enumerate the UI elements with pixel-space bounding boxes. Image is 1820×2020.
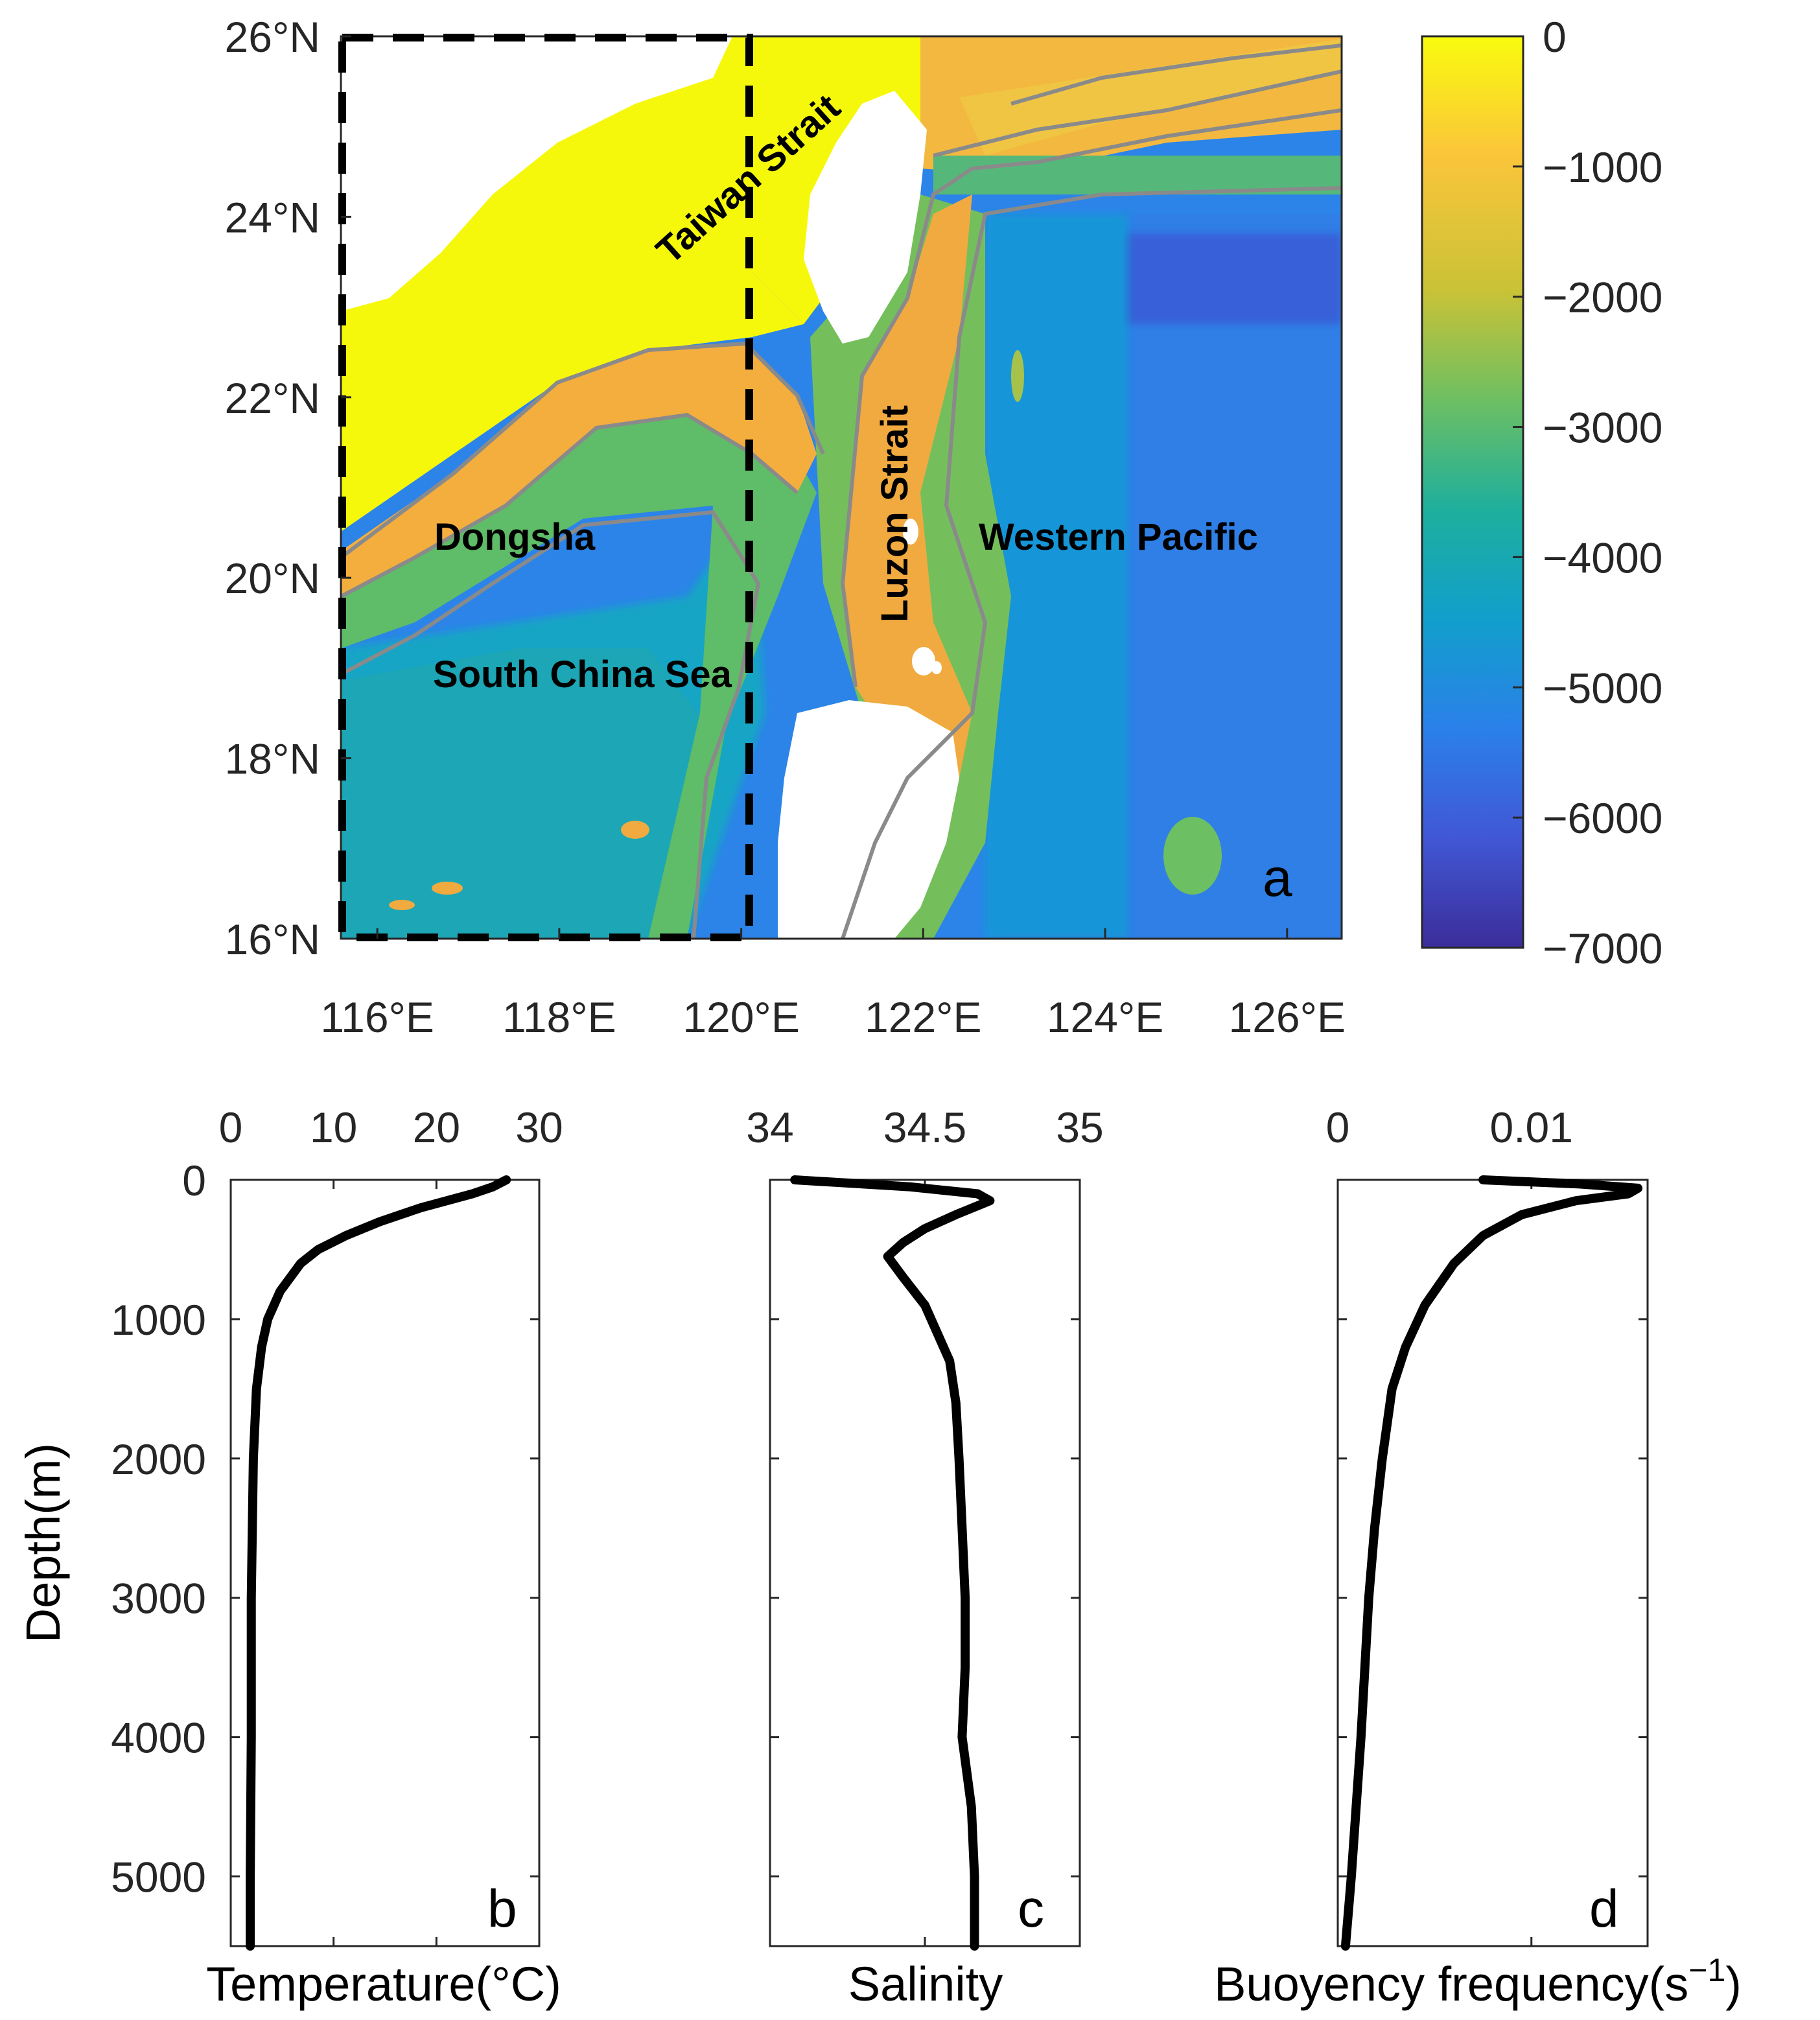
map-x-tick-label: 116°E (320, 993, 434, 1041)
panel-letter-d: d (1589, 1879, 1619, 1938)
map-axes: 116°E 118°E 120°E 122°E 124°E 126°E 26°N 24°N 22… (225, 13, 1346, 1041)
map-x-tick-label: 126°E (1229, 993, 1346, 1041)
label-south-china-sea: South China Sea (433, 653, 732, 696)
x-tick-label: 0 (1326, 1103, 1350, 1151)
map-y-tick-label: 18°N (225, 735, 320, 783)
map-x-tick-label: 124°E (1047, 993, 1164, 1041)
colorbar-scale (1421, 35, 1524, 949)
colorbar-tick-label: −5000 (1543, 664, 1662, 712)
profile-frame (769, 1179, 1081, 1947)
colorbar-tick-label: −7000 (1543, 924, 1662, 972)
profile-frame (1336, 1179, 1649, 1947)
map-y-tick-label: 24°N (225, 193, 320, 241)
depth-tick-label: 0 (182, 1157, 206, 1204)
colorbar-tick-label: 0 (1543, 13, 1567, 61)
x-tick-label: 34.5 (883, 1103, 966, 1151)
depth-tick-label: 3000 (111, 1575, 206, 1623)
profile-frame (229, 1179, 541, 1947)
map-frame (340, 35, 1343, 940)
profile-panel-c: 34 34.5 35 c (746, 1103, 1104, 1951)
buoyancy-title-tail: ) (1725, 1957, 1742, 2011)
map-y-tick-label: 26°N (225, 13, 320, 61)
colorbar-tick-label: −4000 (1543, 534, 1662, 581)
study-area-box (338, 34, 753, 941)
depth-tick-label: 2000 (111, 1435, 206, 1483)
label-luzon-strait: Luzon Strait (874, 405, 916, 622)
colorbar-tick-label: −6000 (1543, 794, 1662, 842)
x-tick-label: 0.01 (1490, 1103, 1573, 1151)
x-tick-label: 35 (1056, 1103, 1103, 1151)
x-axis-title-salinity: Salinity (848, 1957, 1003, 2011)
profile-panel-b: 0 10 20 30 0 1000 2000 3000 4000 5000 b (111, 1103, 563, 1951)
panel-letter-c: c (1018, 1879, 1044, 1938)
colorbar-tick-label: −3000 (1543, 404, 1662, 452)
profile-line-c (790, 1175, 995, 1951)
buoyancy-title-sup: −1 (1688, 1952, 1725, 1988)
x-tick-label: 34 (746, 1103, 793, 1151)
map-y-tick-label: 16°N (225, 915, 320, 963)
label-western-pacific: Western Pacific (979, 516, 1258, 558)
colorbar: 0 −1000 −2000 −3000 −4000 −5000 −6000 −7000 (1421, 13, 1662, 972)
label-dongsha: Dongsha (434, 516, 596, 558)
x-axis-title-buoyancy: Buoyency frequency(s−1) (1214, 1952, 1742, 2011)
map-panel: Taiwan Strait Luzon Strait Dongsha Weste… (225, 13, 1346, 1041)
map-x-tick-label: 120°E (682, 993, 800, 1041)
panel-a-letter: a (1263, 849, 1292, 908)
colorbar-tick-label: −1000 (1543, 143, 1662, 191)
y-axis-title: Depth(m) (16, 1443, 70, 1643)
bathymetry-field (341, 36, 1342, 939)
colorbar-ticks: 0 −1000 −2000 −3000 −4000 −5000 −6000 −7000 (1513, 13, 1662, 972)
map-y-tick-label: 22°N (225, 374, 320, 422)
x-tick-label: 0 (219, 1103, 243, 1151)
depth-tick-label: 4000 (111, 1714, 206, 1762)
colorbar-tick-label: −2000 (1543, 274, 1662, 322)
map-x-tick-label: 122°E (865, 993, 982, 1041)
x-tick-label: 30 (515, 1103, 563, 1151)
depth-tick-label: 1000 (111, 1296, 206, 1344)
profile-line-d (1340, 1175, 1643, 1951)
x-axis-title-temperature: Temperature(°C) (206, 1957, 561, 2011)
profile-line-b (246, 1175, 511, 1951)
x-tick-label: 20 (413, 1103, 460, 1151)
map-x-tick-label: 118°E (502, 993, 616, 1041)
map-y-tick-label: 20°N (225, 554, 320, 602)
profile-panel-d: 0 0.01 d (1326, 1103, 1649, 1951)
depth-tick-label: 5000 (111, 1853, 206, 1901)
x-tick-label: 10 (310, 1103, 357, 1151)
buoyancy-title-main: Buoyency frequency(s (1214, 1957, 1688, 2011)
panel-letter-b: b (487, 1879, 517, 1938)
